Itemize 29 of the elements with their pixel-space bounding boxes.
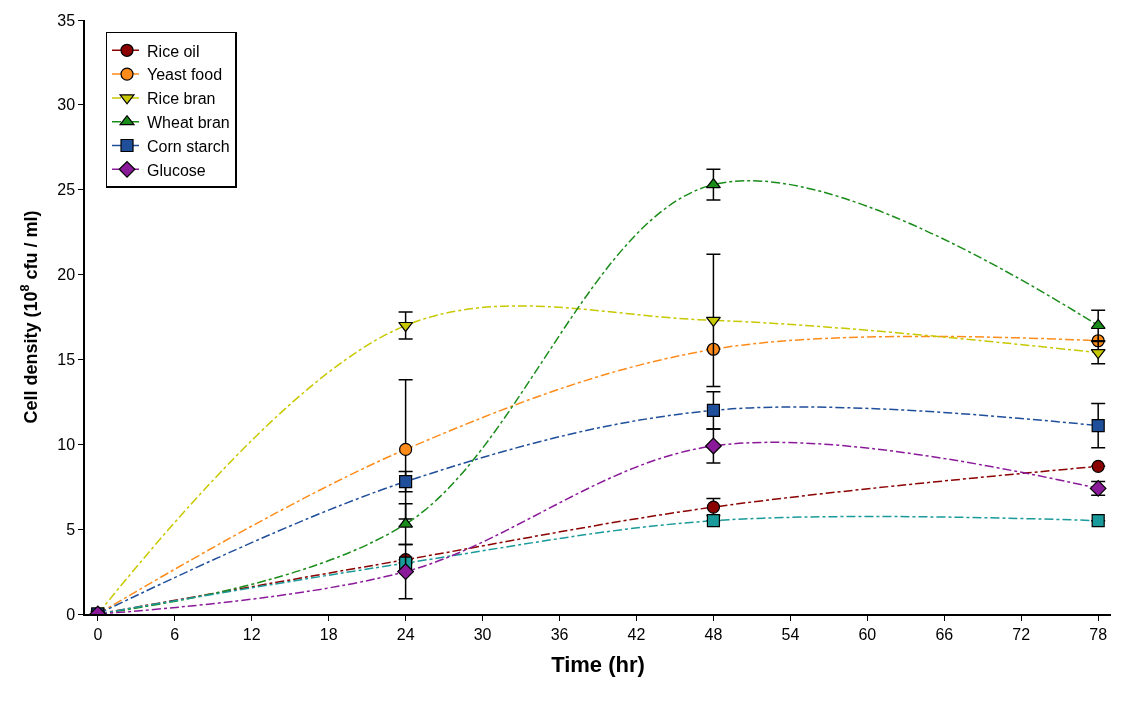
y-tick-label: 10 [57, 435, 76, 453]
y-tick-label: 35 [57, 11, 76, 29]
x-tick-label: 36 [550, 625, 569, 643]
y-tick-label: 5 [66, 520, 76, 538]
x-tick-label: 18 [319, 625, 338, 643]
x-tick-label: 24 [396, 625, 415, 643]
x-tick-label: 6 [170, 625, 180, 643]
y-tick-label: 25 [57, 181, 76, 199]
legend-label: Glucose [147, 161, 206, 179]
y-tick-label: 30 [57, 96, 76, 114]
y-tick-label: 20 [57, 266, 76, 284]
x-tick-label: 0 [93, 625, 103, 643]
x-tick-label: 54 [781, 625, 800, 643]
y-tick-label: 15 [57, 351, 76, 369]
x-tick-label: 30 [473, 625, 492, 643]
legend-label: Rice oil [147, 42, 200, 60]
x-tick-label: 48 [704, 625, 723, 643]
legend-label: Rice bran [147, 90, 216, 108]
x-tick-label: 12 [242, 625, 261, 643]
x-tick-label: 66 [935, 625, 954, 643]
legend-label: Wheat bran [147, 113, 230, 131]
x-tick-label: 72 [1012, 625, 1031, 643]
x-tick-label: 78 [1089, 625, 1108, 643]
x-tick-label: 60 [858, 625, 877, 643]
y-tick-label: 0 [66, 605, 76, 623]
x-axis-title: Time (hr) [551, 652, 645, 678]
x-tick-label: 42 [627, 625, 646, 643]
legend-label: Yeast food [147, 66, 223, 84]
legend-label: Corn starch [147, 137, 230, 155]
